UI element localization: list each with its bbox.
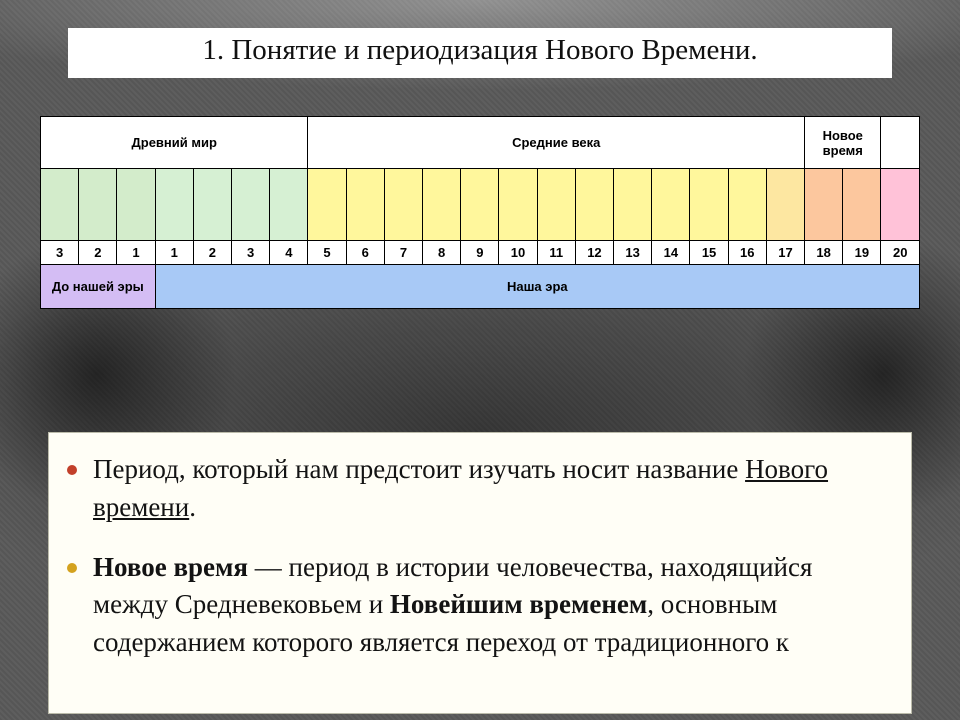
century-cell xyxy=(423,169,461,241)
era-cell: До нашей эры xyxy=(41,265,156,309)
century-cell xyxy=(537,169,575,241)
century-cell xyxy=(232,169,270,241)
century-cell xyxy=(346,169,384,241)
timeline-periods-row: Древний мирСредние векаНовое время xyxy=(41,117,920,169)
century-number: 12 xyxy=(575,241,613,265)
century-number: 16 xyxy=(728,241,766,265)
century-number: 2 xyxy=(79,241,117,265)
century-number: 6 xyxy=(346,241,384,265)
century-cell xyxy=(384,169,422,241)
century-cell xyxy=(843,169,881,241)
era-cell: Наша эра xyxy=(155,265,919,309)
bold-term: Новейшим временем xyxy=(390,589,647,619)
period-header: Средние века xyxy=(308,117,805,169)
timeline-numbers-row: 3211234567891011121314151617181920 xyxy=(41,241,920,265)
slide-title: 1. Понятие и периодизация Нового Времени… xyxy=(78,32,882,68)
century-number: 3 xyxy=(41,241,79,265)
century-number: 18 xyxy=(805,241,843,265)
century-cell xyxy=(117,169,155,241)
bullet-2: Новое время — период в истории человечес… xyxy=(93,549,887,662)
period-header: Новое время xyxy=(805,117,881,169)
century-cell xyxy=(728,169,766,241)
century-cell xyxy=(652,169,690,241)
bullet-1: Период, который нам предстоит изучать но… xyxy=(93,451,887,527)
century-cell xyxy=(270,169,308,241)
body-card: Период, который нам предстоит изучать но… xyxy=(48,432,912,714)
century-number: 7 xyxy=(384,241,422,265)
century-cell xyxy=(575,169,613,241)
century-cell xyxy=(766,169,804,241)
period-header: Древний мир xyxy=(41,117,308,169)
century-number: 3 xyxy=(232,241,270,265)
title-card: 1. Понятие и периодизация Нового Времени… xyxy=(68,28,892,78)
century-number: 1 xyxy=(117,241,155,265)
century-number: 19 xyxy=(843,241,881,265)
century-cell xyxy=(881,169,920,241)
century-number: 10 xyxy=(499,241,537,265)
century-cell xyxy=(41,169,79,241)
century-cell xyxy=(805,169,843,241)
century-number: 11 xyxy=(537,241,575,265)
century-cell xyxy=(79,169,117,241)
century-number: 13 xyxy=(614,241,652,265)
century-number: 8 xyxy=(423,241,461,265)
century-number: 9 xyxy=(461,241,499,265)
century-cell xyxy=(690,169,728,241)
timeline-century-row xyxy=(41,169,920,241)
century-number: 15 xyxy=(690,241,728,265)
century-number: 17 xyxy=(766,241,804,265)
timeline-table: Древний мирСредние векаНовое время 32112… xyxy=(40,116,920,309)
text: Период, который нам предстоит изучать но… xyxy=(93,454,745,484)
century-cell xyxy=(193,169,231,241)
bold-term: Новое время xyxy=(93,552,248,582)
century-number: 5 xyxy=(308,241,346,265)
century-cell xyxy=(499,169,537,241)
century-cell xyxy=(461,169,499,241)
century-cell xyxy=(614,169,652,241)
century-number: 20 xyxy=(881,241,920,265)
text: . xyxy=(189,492,196,522)
timeline-era-row: До нашей эрыНаша эра xyxy=(41,265,920,309)
century-cell xyxy=(308,169,346,241)
century-number: 1 xyxy=(155,241,193,265)
period-header xyxy=(881,117,920,169)
century-cell xyxy=(155,169,193,241)
century-number: 4 xyxy=(270,241,308,265)
century-number: 2 xyxy=(193,241,231,265)
century-number: 14 xyxy=(652,241,690,265)
